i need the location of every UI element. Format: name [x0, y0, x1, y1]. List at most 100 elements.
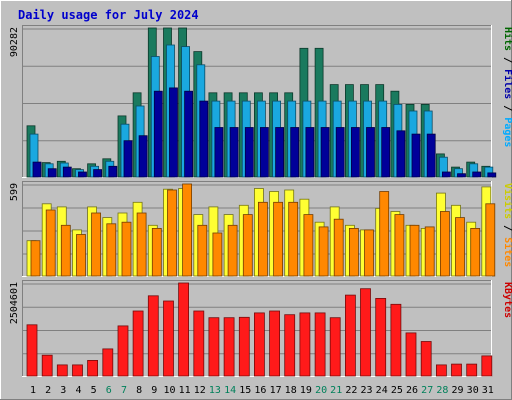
bar-pages-day-3	[62, 166, 72, 178]
legend-part: Hits	[502, 27, 512, 51]
bar-sites-day-5	[91, 212, 101, 277]
bar-kbytes-day-2	[41, 354, 53, 377]
x-tick-label-24: 24	[376, 385, 388, 396]
bar-kbytes-day-5	[87, 359, 98, 377]
bar-kbytes-day-30	[466, 363, 478, 377]
bar-pages-day-29	[457, 173, 466, 178]
ymax-label-top: 90282	[9, 27, 20, 57]
x-tick-label-27: 27	[421, 385, 433, 396]
bar-kbytes-day-27	[420, 341, 432, 377]
bar-kbytes-day-8	[132, 310, 144, 377]
x-tick-label-3: 3	[60, 385, 66, 396]
legend-part: Pages	[502, 117, 512, 147]
bar-kbytes-day-20	[314, 312, 326, 377]
bar-sites-day-11	[182, 183, 193, 277]
bar-kbytes-day-23	[360, 288, 371, 377]
bar-sites-day-16	[257, 201, 268, 277]
legend-part: Visits	[502, 183, 512, 219]
x-tick-label-19: 19	[300, 385, 312, 396]
bar-pages-day-26	[411, 133, 421, 178]
bar-kbytes-day-7	[117, 325, 129, 377]
bar-kbytes-day-9	[147, 295, 159, 377]
x-tick-label-1: 1	[30, 385, 36, 396]
bar-pages-day-25	[396, 130, 406, 178]
bar-kbytes-day-25	[390, 303, 402, 377]
bar-kbytes-day-12	[193, 310, 205, 377]
x-tick-label-15: 15	[239, 385, 251, 396]
bar-kbytes-day-24	[375, 297, 387, 377]
bar-sites-day-28	[439, 211, 450, 277]
bar-sites-day-8	[136, 212, 147, 277]
bar-kbytes-day-31	[481, 355, 493, 377]
bar-sites-day-15	[242, 214, 253, 277]
ymax-label-middle: 599	[9, 183, 20, 201]
x-tick-label-2: 2	[45, 385, 51, 396]
series-legend-middle: Visits / Sites	[502, 183, 512, 267]
bar-kbytes-day-17	[269, 310, 281, 377]
bar-kbytes-day-28	[435, 364, 447, 377]
bar-pages-day-8	[138, 135, 148, 178]
bar-kbytes-day-26	[405, 332, 417, 377]
bar-kbytes-day-19	[299, 312, 311, 377]
x-tick-label-4: 4	[75, 385, 81, 396]
chart-panels: 90282 Hits / Files / Pages 599 Visits / Sit…	[9, 25, 512, 377]
bar-kbytes-day-1	[26, 324, 38, 377]
bar-pages-day-1	[32, 161, 42, 178]
legend-part: KBytes	[502, 282, 512, 318]
bar-sites-day-2	[45, 209, 56, 277]
bar-pages-day-28	[441, 171, 451, 178]
x-axis-labels: 1 2 3 4 5 6 7 8 9 10 11 12 13 14 15 16 17 18 19 20 21 22 23 24 2…	[30, 385, 494, 396]
bar-sites-day-7	[121, 221, 132, 277]
x-tick-label-8: 8	[136, 385, 142, 396]
x-tick-label-29: 29	[451, 385, 463, 396]
bar-pages-day-24	[381, 127, 391, 178]
x-tick-label-13: 13	[209, 385, 221, 396]
bar-kbytes-day-6	[102, 348, 114, 377]
bar-kbytes-day-10	[163, 300, 174, 377]
bar-sites-day-4	[76, 234, 86, 277]
legend-part: /	[502, 51, 512, 69]
bar-pages-day-31	[487, 172, 497, 178]
bar-pages-day-17	[275, 127, 285, 178]
x-tick-label-7: 7	[121, 385, 127, 396]
bar-pages-day-6	[108, 165, 118, 178]
bar-kbytes-day-13	[208, 317, 220, 377]
bar-sites-day-12	[197, 224, 208, 277]
bar-pages-day-22	[350, 127, 360, 178]
series-legend-bottom: KBytes	[502, 282, 512, 318]
bar-sites-day-13	[212, 232, 223, 277]
x-tick-label-25: 25	[391, 385, 403, 396]
bar-sites-day-29	[455, 217, 465, 277]
bar-sites-day-10	[167, 189, 177, 277]
x-tick-label-10: 10	[163, 385, 175, 396]
x-tick-label-11: 11	[179, 385, 191, 396]
bar-pages-day-15	[244, 127, 254, 178]
bar-sites-day-27	[424, 226, 435, 277]
x-tick-label-12: 12	[194, 385, 206, 396]
x-tick-label-26: 26	[406, 385, 418, 396]
bar-pages-day-16	[259, 127, 269, 178]
bar-kbytes-day-3	[56, 364, 68, 377]
bar-pages-day-30	[472, 171, 482, 178]
bar-pages-day-14	[229, 127, 239, 178]
bar-sites-day-14	[227, 224, 238, 277]
bar-sites-day-1	[30, 240, 41, 277]
bar-sites-day-3	[60, 224, 71, 277]
legend-part: /	[502, 219, 512, 237]
x-tick-label-5: 5	[91, 385, 97, 396]
bar-sites-day-31	[485, 203, 496, 277]
bar-pages-day-7	[123, 140, 133, 178]
bar-pages-day-20	[320, 127, 330, 178]
x-tick-label-6: 6	[106, 385, 112, 396]
x-tick-label-20: 20	[315, 385, 327, 396]
bar-pages-day-12	[199, 100, 209, 178]
bar-pages-day-2	[47, 168, 57, 178]
bar-pages-day-10	[169, 87, 178, 178]
bar-pages-day-5	[93, 169, 102, 178]
bar-kbytes-day-16	[253, 312, 265, 377]
bar-sites-day-18	[288, 201, 299, 277]
x-tick-label-31: 31	[482, 385, 494, 396]
bar-sites-day-23	[364, 229, 374, 277]
bar-pages-day-21	[335, 127, 345, 178]
